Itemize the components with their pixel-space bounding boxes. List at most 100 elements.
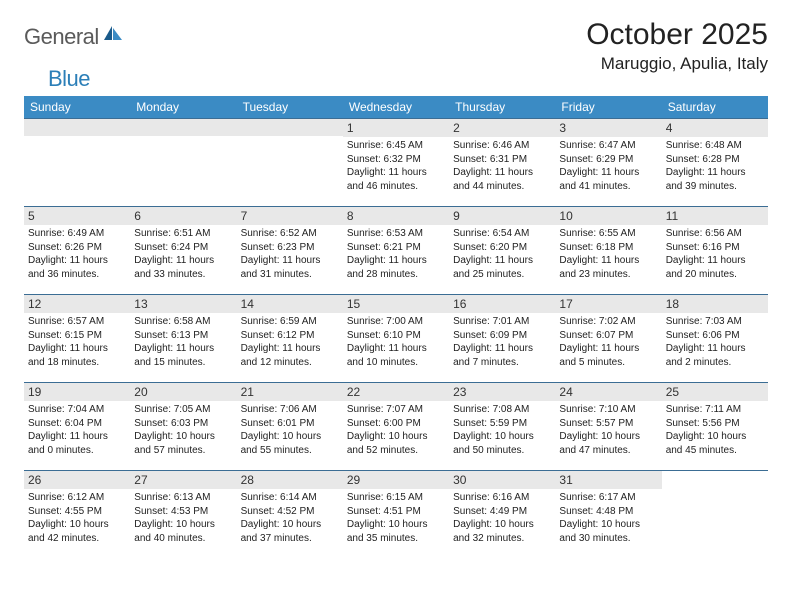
sunset-line: Sunset: 6:15 PM	[28, 329, 126, 343]
sunset-line: Sunset: 4:53 PM	[134, 505, 232, 519]
daylight-line: Daylight: 11 hours and 36 minutes.	[28, 254, 126, 281]
sunrise-line: Sunrise: 6:48 AM	[666, 139, 764, 153]
sunset-line: Sunset: 6:20 PM	[453, 241, 551, 255]
sunset-line: Sunset: 6:12 PM	[241, 329, 339, 343]
day-cell: 12Sunrise: 6:57 AMSunset: 6:15 PMDayligh…	[24, 295, 130, 383]
day-details: Sunrise: 7:02 AMSunset: 6:07 PMDaylight:…	[559, 315, 657, 369]
day-details: Sunrise: 6:48 AMSunset: 6:28 PMDaylight:…	[666, 139, 764, 193]
sunrise-line: Sunrise: 6:55 AM	[559, 227, 657, 241]
sunrise-line: Sunrise: 7:00 AM	[347, 315, 445, 329]
sunset-line: Sunset: 5:56 PM	[666, 417, 764, 431]
daylight-line: Daylight: 11 hours and 20 minutes.	[666, 254, 764, 281]
empty-day-cell	[130, 119, 236, 207]
day-cell: 13Sunrise: 6:58 AMSunset: 6:13 PMDayligh…	[130, 295, 236, 383]
sunrise-line: Sunrise: 6:52 AM	[241, 227, 339, 241]
day-number: 22	[343, 383, 449, 401]
daylight-line: Daylight: 10 hours and 35 minutes.	[347, 518, 445, 545]
day-details: Sunrise: 6:17 AMSunset: 4:48 PMDaylight:…	[559, 491, 657, 545]
sunset-line: Sunset: 4:49 PM	[453, 505, 551, 519]
daylight-line: Daylight: 11 hours and 28 minutes.	[347, 254, 445, 281]
day-number: 14	[237, 295, 343, 313]
daylight-line: Daylight: 11 hours and 46 minutes.	[347, 166, 445, 193]
day-details: Sunrise: 6:53 AMSunset: 6:21 PMDaylight:…	[347, 227, 445, 281]
day-cell: 2Sunrise: 6:46 AMSunset: 6:31 PMDaylight…	[449, 119, 555, 207]
sunrise-line: Sunrise: 7:04 AM	[28, 403, 126, 417]
day-cell: 27Sunrise: 6:13 AMSunset: 4:53 PMDayligh…	[130, 471, 236, 559]
day-cell: 26Sunrise: 6:12 AMSunset: 4:55 PMDayligh…	[24, 471, 130, 559]
sunset-line: Sunset: 6:18 PM	[559, 241, 657, 255]
sunset-line: Sunset: 4:55 PM	[28, 505, 126, 519]
day-details: Sunrise: 7:05 AMSunset: 6:03 PMDaylight:…	[134, 403, 232, 457]
empty-day-cell	[24, 119, 130, 207]
calendar-body: 1Sunrise: 6:45 AMSunset: 6:32 PMDaylight…	[24, 119, 768, 559]
daylight-line: Daylight: 10 hours and 40 minutes.	[134, 518, 232, 545]
sunrise-line: Sunrise: 7:06 AM	[241, 403, 339, 417]
day-cell: 23Sunrise: 7:08 AMSunset: 5:59 PMDayligh…	[449, 383, 555, 471]
daylight-line: Daylight: 11 hours and 23 minutes.	[559, 254, 657, 281]
day-details: Sunrise: 6:55 AMSunset: 6:18 PMDaylight:…	[559, 227, 657, 281]
day-cell: 17 Sunrise: 7:02 AMSunset: 6:07 PMDayligh…	[555, 295, 661, 383]
day-number: 19	[24, 383, 130, 401]
sunset-line: Sunset: 6:26 PM	[28, 241, 126, 255]
day-number: 21	[237, 383, 343, 401]
day-cell: 4Sunrise: 6:48 AMSunset: 6:28 PMDaylight…	[662, 119, 768, 207]
empty-day-cell	[237, 119, 343, 207]
day-number: 31	[555, 471, 661, 489]
sunset-line: Sunset: 6:00 PM	[347, 417, 445, 431]
day-number: 18	[662, 295, 768, 313]
day-cell: 1Sunrise: 6:45 AMSunset: 6:32 PMDaylight…	[343, 119, 449, 207]
logo-text-general: General	[24, 24, 99, 50]
sunrise-line: Sunrise: 6:49 AM	[28, 227, 126, 241]
sunset-line: Sunset: 6:01 PM	[241, 417, 339, 431]
day-cell: 22 Sunrise: 7:07 AMSunset: 6:00 PMDayligh…	[343, 383, 449, 471]
sunset-line: Sunset: 6:31 PM	[453, 153, 551, 167]
sunset-line: Sunset: 4:52 PM	[241, 505, 339, 519]
empty-daynum-bar	[24, 119, 130, 136]
daylight-line: Daylight: 11 hours and 41 minutes.	[559, 166, 657, 193]
day-details: Sunrise: 6:13 AMSunset: 4:53 PMDaylight:…	[134, 491, 232, 545]
calendar-page: General October 2025 Maruggio, Apulia, I…	[0, 0, 792, 559]
sunrise-line: Sunrise: 6:13 AM	[134, 491, 232, 505]
day-details: Sunrise: 6:12 AMSunset: 4:55 PMDaylight:…	[28, 491, 126, 545]
day-details: Sunrise: 7:03 AMSunset: 6:06 PMDaylight:…	[666, 315, 764, 369]
daylight-line: Daylight: 10 hours and 45 minutes.	[666, 430, 764, 457]
sunrise-line: Sunrise: 7:11 AM	[666, 403, 764, 417]
week-row: 5Sunrise: 6:49 AMSunset: 6:26 PMDaylight…	[24, 207, 768, 295]
logo-text-blue: Blue	[24, 66, 90, 91]
day-details: Sunrise: 6:56 AMSunset: 6:16 PMDaylight:…	[666, 227, 764, 281]
day-details: Sunrise: 7:07 AMSunset: 6:00 PMDaylight:…	[347, 403, 445, 457]
sunset-line: Sunset: 6:10 PM	[347, 329, 445, 343]
day-number: 5	[24, 207, 130, 225]
sunrise-line: Sunrise: 7:07 AM	[347, 403, 445, 417]
day-details: Sunrise: 6:45 AMSunset: 6:32 PMDaylight:…	[347, 139, 445, 193]
day-details: Sunrise: 7:10 AMSunset: 5:57 PMDaylight:…	[559, 403, 657, 457]
day-cell: 7Sunrise: 6:52 AMSunset: 6:23 PMDaylight…	[237, 207, 343, 295]
daylight-line: Daylight: 11 hours and 33 minutes.	[134, 254, 232, 281]
sunset-line: Sunset: 4:51 PM	[347, 505, 445, 519]
sunset-line: Sunset: 6:28 PM	[666, 153, 764, 167]
day-number: 17	[555, 295, 661, 313]
day-details: Sunrise: 6:57 AMSunset: 6:15 PMDaylight:…	[28, 315, 126, 369]
day-cell: 19Sunrise: 7:04 AMSunset: 6:04 PMDayligh…	[24, 383, 130, 471]
sunrise-line: Sunrise: 6:58 AM	[134, 315, 232, 329]
empty-day-cell	[662, 471, 768, 559]
sunset-line: Sunset: 6:32 PM	[347, 153, 445, 167]
day-cell: 18 Sunrise: 7:03 AMSunset: 6:06 PMDayligh…	[662, 295, 768, 383]
daylight-line: Daylight: 11 hours and 25 minutes.	[453, 254, 551, 281]
day-number: 28	[237, 471, 343, 489]
day-cell: 5 Sunrise: 6:49 AMSunset: 6:26 PMDaylight…	[24, 207, 130, 295]
day-details: Sunrise: 6:47 AMSunset: 6:29 PMDaylight:…	[559, 139, 657, 193]
day-header-saturday: Saturday	[662, 96, 768, 119]
sunset-line: Sunset: 6:03 PM	[134, 417, 232, 431]
empty-daynum-bar	[130, 119, 236, 136]
day-number: 23	[449, 383, 555, 401]
day-cell: 15Sunrise: 7:00 AMSunset: 6:10 PMDayligh…	[343, 295, 449, 383]
day-number: 3	[555, 119, 661, 137]
sunrise-line: Sunrise: 6:16 AM	[453, 491, 551, 505]
day-details: Sunrise: 7:01 AMSunset: 6:09 PMDaylight:…	[453, 315, 551, 369]
sunrise-line: Sunrise: 7:08 AM	[453, 403, 551, 417]
sunrise-line: Sunrise: 7:01 AM	[453, 315, 551, 329]
month-title: October 2025	[586, 18, 768, 52]
day-details: Sunrise: 6:51 AMSunset: 6:24 PMDaylight:…	[134, 227, 232, 281]
day-number: 20	[130, 383, 236, 401]
